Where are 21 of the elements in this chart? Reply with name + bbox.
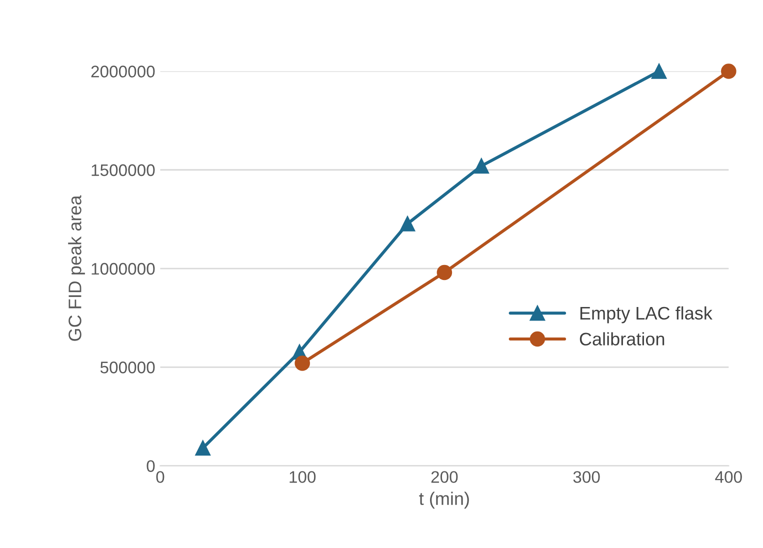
y-axis-title: GC FID peak area bbox=[68, 195, 85, 341]
point bbox=[195, 440, 210, 456]
x-axis-title: t (min) bbox=[419, 492, 469, 509]
y-tick-label: 0 bbox=[146, 460, 155, 472]
point bbox=[294, 356, 310, 371]
legend-label: Empty LAC flask bbox=[580, 306, 712, 324]
point bbox=[436, 264, 452, 280]
point bbox=[474, 158, 490, 174]
x-tick-label: 300 bbox=[573, 471, 600, 483]
point bbox=[400, 216, 416, 232]
point bbox=[721, 64, 736, 79]
y-tick-label: 2000000 bbox=[91, 66, 155, 78]
x-tick-label: 0 bbox=[156, 471, 164, 483]
y-tick-label: 1500000 bbox=[92, 164, 155, 176]
x-tick-label: 100 bbox=[290, 471, 316, 483]
point bbox=[651, 64, 667, 79]
legend-label: Calibration bbox=[580, 332, 664, 346]
x-tick-label: 400 bbox=[715, 471, 742, 483]
y-tick-label: 1000000 bbox=[92, 262, 155, 275]
y-tick-label: 500000 bbox=[100, 362, 155, 374]
x-tick-label: 200 bbox=[431, 471, 458, 483]
